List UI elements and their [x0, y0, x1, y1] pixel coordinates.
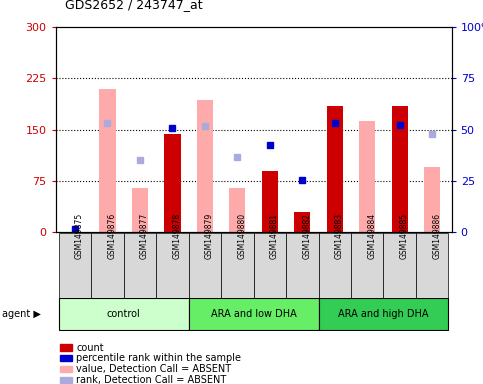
Bar — [416, 233, 448, 298]
Bar — [60, 344, 72, 351]
Text: GSM149875: GSM149875 — [75, 213, 84, 260]
Bar — [132, 188, 148, 232]
Text: count: count — [76, 343, 104, 353]
Bar — [60, 366, 72, 372]
Bar — [91, 233, 124, 298]
Text: ARA and high DHA: ARA and high DHA — [338, 309, 429, 319]
Bar — [262, 170, 278, 232]
Bar — [99, 88, 115, 232]
Bar — [384, 233, 416, 298]
Bar — [229, 188, 245, 232]
Bar — [156, 233, 189, 298]
Text: GSM149885: GSM149885 — [399, 213, 409, 259]
Bar — [359, 121, 375, 232]
Bar — [254, 233, 286, 298]
Text: ARA and low DHA: ARA and low DHA — [211, 309, 297, 319]
Bar — [197, 100, 213, 232]
Bar — [221, 233, 254, 298]
Bar — [124, 233, 156, 298]
Bar — [189, 298, 318, 330]
Bar — [327, 106, 343, 232]
Text: percentile rank within the sample: percentile rank within the sample — [76, 353, 242, 363]
Text: GSM149886: GSM149886 — [432, 213, 441, 259]
Bar — [351, 233, 384, 298]
Bar — [318, 298, 448, 330]
Text: value, Detection Call = ABSENT: value, Detection Call = ABSENT — [76, 364, 231, 374]
Text: GSM149877: GSM149877 — [140, 213, 149, 260]
Bar — [59, 233, 91, 298]
Text: GSM149884: GSM149884 — [367, 213, 376, 259]
Text: GSM149876: GSM149876 — [108, 213, 116, 260]
Bar — [286, 233, 318, 298]
Bar — [318, 233, 351, 298]
Bar — [392, 106, 408, 232]
Text: control: control — [107, 309, 141, 319]
Text: GSM149878: GSM149878 — [172, 213, 182, 259]
Bar — [164, 134, 181, 232]
Bar — [189, 233, 221, 298]
Bar — [59, 298, 189, 330]
Text: GSM149882: GSM149882 — [302, 214, 311, 259]
Text: GSM149883: GSM149883 — [335, 213, 344, 259]
Bar — [294, 212, 311, 232]
Text: agent ▶: agent ▶ — [2, 309, 41, 319]
Text: GDS2652 / 243747_at: GDS2652 / 243747_at — [65, 0, 203, 12]
Text: rank, Detection Call = ABSENT: rank, Detection Call = ABSENT — [76, 375, 227, 384]
Text: GSM149881: GSM149881 — [270, 214, 279, 259]
Text: GSM149879: GSM149879 — [205, 213, 214, 260]
Bar — [60, 377, 72, 383]
Bar — [60, 355, 72, 361]
Bar — [424, 167, 440, 232]
Text: GSM149880: GSM149880 — [237, 213, 246, 259]
